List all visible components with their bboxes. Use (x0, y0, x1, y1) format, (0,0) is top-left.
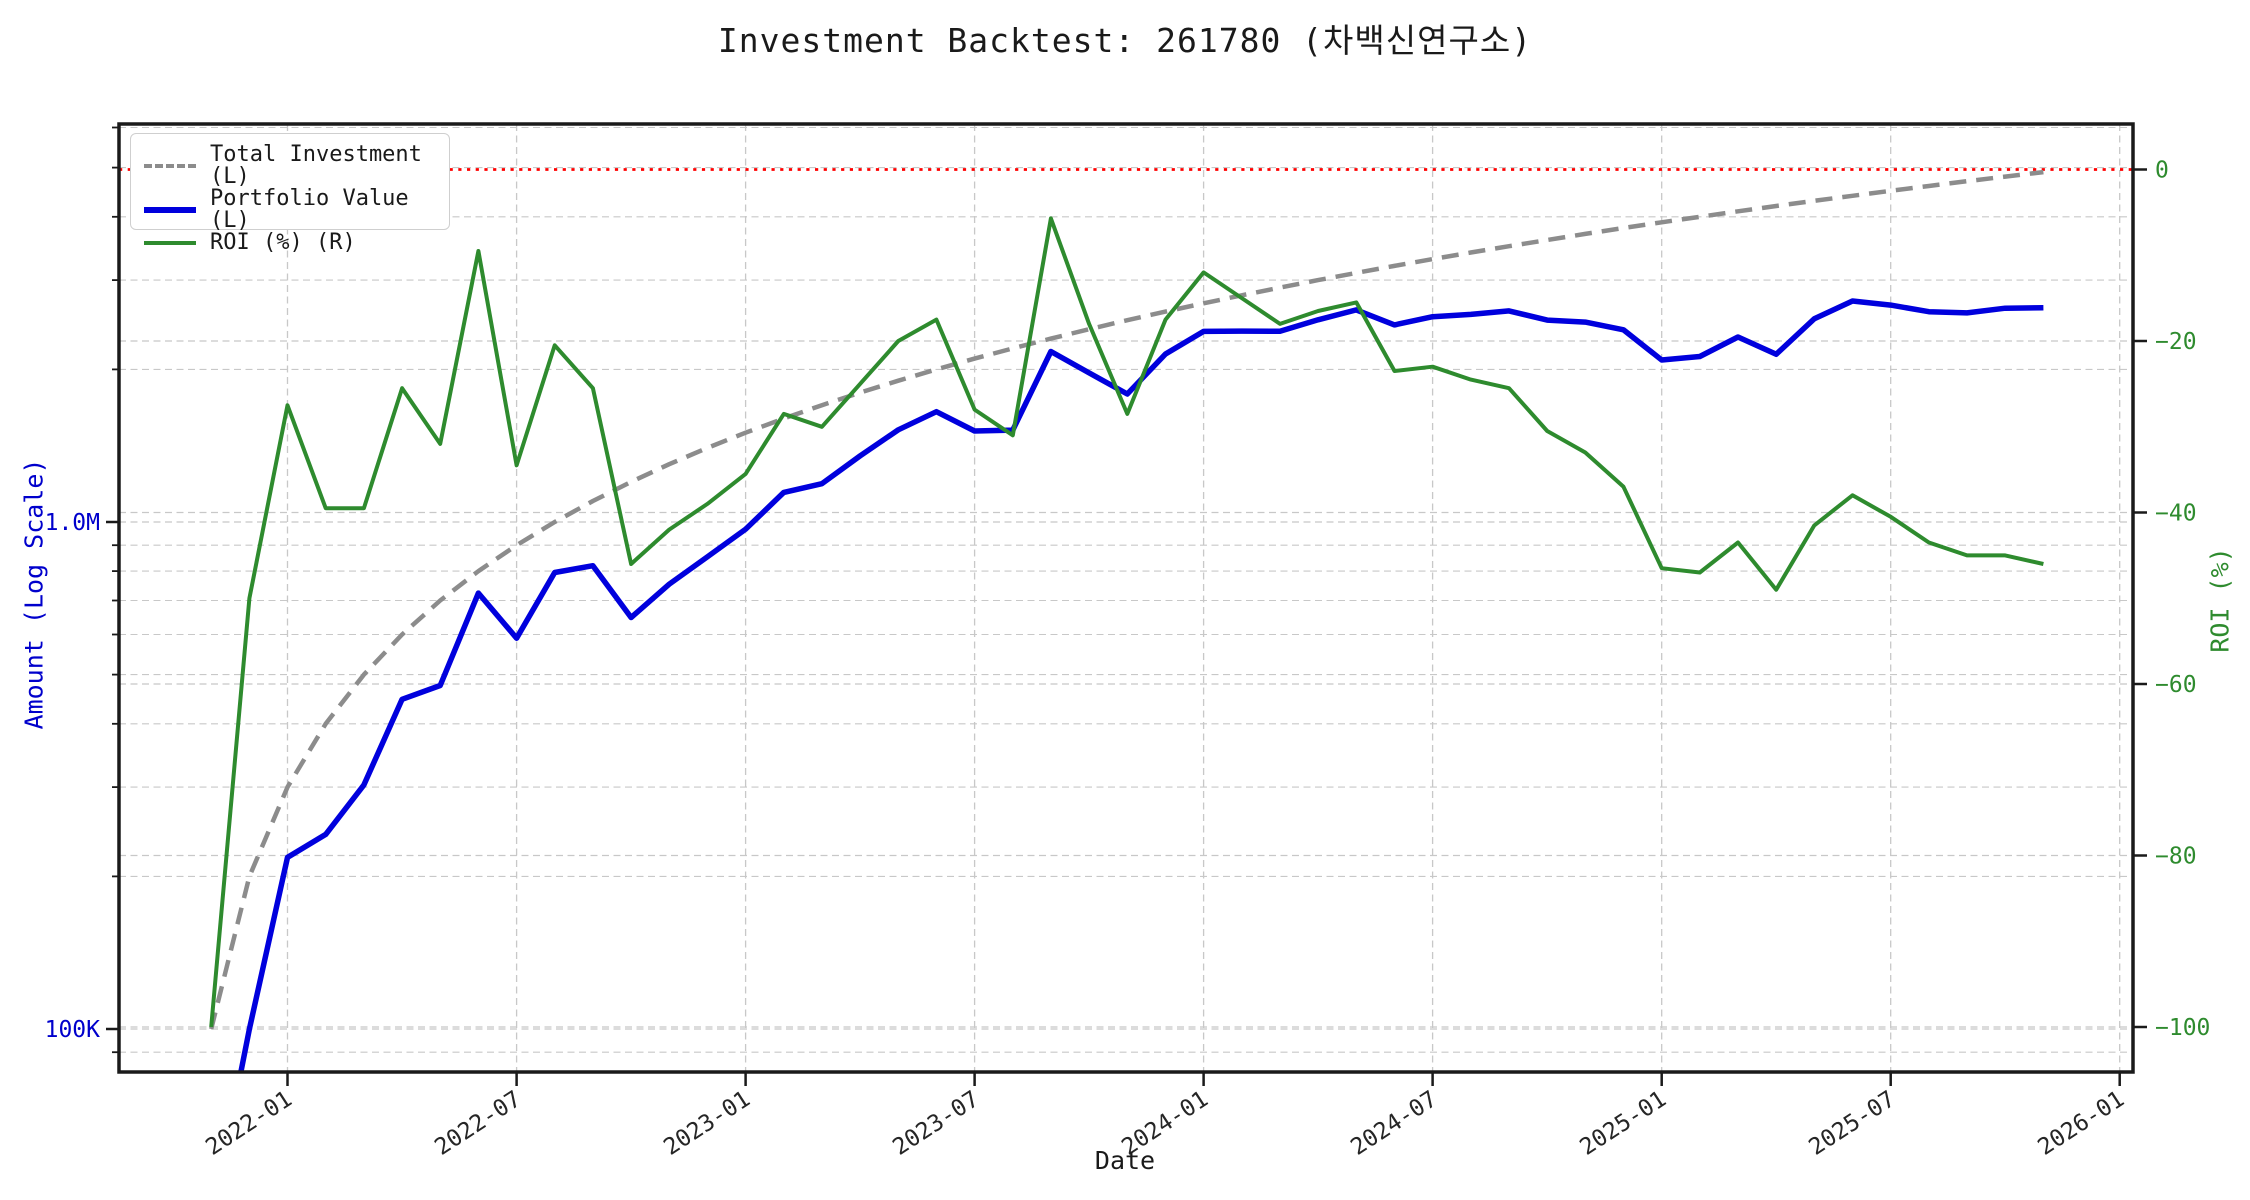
y-right-axis-label: ROI (%) (2205, 547, 2235, 653)
legend-line-sample-total-investment (144, 164, 196, 168)
legend-item-portfolio-value: Portfolio Value (L) (144, 188, 436, 232)
legend-item-label: ROI (%) (R) (210, 230, 356, 255)
axis-ticks (106, 126, 2147, 1086)
y-left-tick-label: 100K (45, 1017, 101, 1043)
series-total-investment-l (209, 169, 2044, 1030)
series-roi-r (209, 216, 2044, 1028)
legend-line-sample-roi (144, 241, 196, 245)
chart-title: Investment Backtest: 261780 (차백신연구소) (717, 21, 1533, 60)
legend-item-label: Portfolio Value (L) (210, 186, 409, 233)
series-portfolio-value-l (238, 298, 2044, 1072)
legend-line-sample-portfolio-value (144, 207, 196, 213)
gridlines (119, 124, 2133, 1072)
data-series (209, 169, 2044, 1072)
y-right-tick-label: −20 (2155, 329, 2197, 355)
legend-item-roi: ROI (%) (R) (144, 232, 436, 254)
y-right-tick-label: −100 (2155, 1015, 2210, 1041)
axis-tick-labels: 2022-01 2022-07 2023-01 2023-07 2024-01 2024-… (45, 158, 2211, 1161)
y-right-tick-label: −40 (2155, 501, 2197, 527)
y-right-tick-label: −60 (2155, 672, 2197, 698)
legend-item-total-investment: Total Investment (L) (144, 144, 436, 188)
plot-border (117, 122, 2135, 1074)
y-left-tick-label: 1.0M (45, 510, 100, 536)
x-axis-label: Date (1094, 1146, 1156, 1175)
legend: Total Investment (L) Portfolio Value (L)… (130, 133, 450, 254)
y-right-tick-label: −80 (2155, 844, 2197, 870)
legend-item-label: Total Investment (L) (210, 142, 422, 189)
y-right-tick-label: 0 (2155, 158, 2169, 184)
y-left-axis-label: Amount (Log Scale) (19, 458, 49, 730)
